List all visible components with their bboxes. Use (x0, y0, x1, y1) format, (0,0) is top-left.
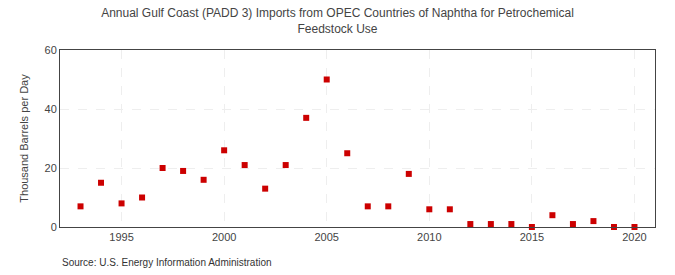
svg-text:Annual Gulf Coast (PADD 3) Imp: Annual Gulf Coast (PADD 3) Imports from … (101, 6, 574, 36)
svg-text:2015: 2015 (520, 231, 544, 243)
svg-text:2010: 2010 (417, 231, 441, 243)
svg-text:2000: 2000 (212, 231, 236, 243)
svg-text:Thousand Barrels per Day: Thousand Barrels per Day (18, 74, 30, 203)
svg-text:Source: U.S. Energy Informatio: Source: U.S. Energy Information Administ… (62, 257, 272, 268)
svg-text:2005: 2005 (314, 231, 338, 243)
svg-text:0: 0 (51, 221, 57, 233)
svg-text:60: 60 (45, 44, 57, 56)
svg-text:1995: 1995 (109, 231, 133, 243)
svg-text:20: 20 (45, 162, 57, 174)
svg-text:2020: 2020 (622, 231, 646, 243)
svg-text:40: 40 (45, 103, 57, 115)
